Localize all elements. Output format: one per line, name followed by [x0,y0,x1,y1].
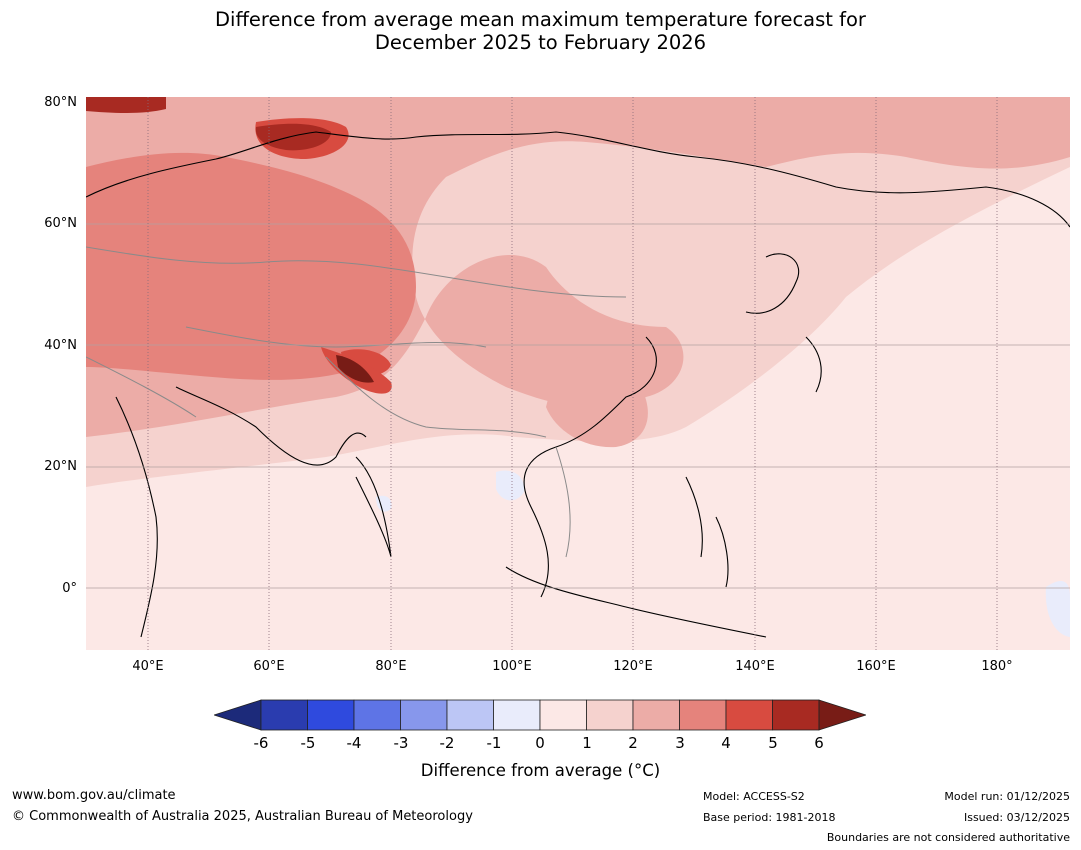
colorbar-segment [353,699,401,731]
anomaly-zone-5-6-north [255,123,331,151]
anomaly-zone-6-plus-tibet [336,355,374,383]
colorbar-segment [772,699,820,731]
colorbar-tick: 5 [768,734,778,752]
colorbar-tick: 1 [582,734,592,752]
lon-label-120e: 120°E [613,659,653,674]
title-line-2: December 2025 to February 2026 [374,31,707,54]
colorbar-tick: 4 [721,734,731,752]
footer-model: Model: ACCESS-S2 [703,790,805,803]
lon-label-40e: 40°E [132,659,164,674]
anomaly-zone-cool-pacific [1045,581,1070,637]
colorbar-segment [307,699,355,731]
lon-label-160e: 160°E [856,659,896,674]
anomaly-zone-cool-indochina [496,470,525,501]
longitude-lines [147,97,998,650]
colorbar-arrow-high [818,699,866,731]
lon-label-140e: 140°E [735,659,775,674]
footer-copyright: © Commonwealth of Australia 2025, Austra… [12,809,473,824]
country-borders [86,246,627,558]
colorbar [214,699,866,731]
colorbar-tick: -2 [439,734,455,752]
forecast-map [86,97,1070,650]
footer-url[interactable]: www.bom.gov.au/climate [12,788,176,803]
colorbar-tick: 2 [628,734,638,752]
colorbar-tick: 6 [814,734,824,752]
lon-label-100e: 100°E [492,659,532,674]
colorbar-tick: -5 [300,734,316,752]
colorbar-tick: -3 [393,734,409,752]
lat-label-80n: 80°N [44,95,77,110]
colorbar-segment [632,699,680,731]
footer-issued: Issued: 03/12/2025 [963,811,1070,824]
lon-label-80e: 80°E [375,659,407,674]
colorbar-segment [260,699,308,731]
lat-label-0: 0° [62,581,77,596]
colorbar-tick: -6 [253,734,269,752]
colorbar-segment [539,699,587,731]
footer-model-run: Model run: 01/12/2025 [944,790,1070,803]
colorbar-label: Difference from average (°C) [420,761,661,780]
lat-label-20n: 20°N [44,459,77,474]
lat-label-60n: 60°N [44,216,77,231]
colorbar-segment [725,699,773,731]
colorbar-tick: -4 [346,734,362,752]
colorbar-segment [586,699,634,731]
colorbar-segment [400,699,448,731]
coastlines [86,131,1070,638]
lon-label-60e: 60°E [253,659,285,674]
colorbar-arrow-low [214,699,262,731]
anomaly-zone-3-4 [86,152,416,380]
colorbar-tick: 0 [535,734,545,752]
anomaly-zone-east-china [546,356,648,448]
title-line-1: Difference from average mean maximum tem… [215,8,866,31]
colorbar-tick: 3 [675,734,685,752]
colorbar-segment [446,699,494,731]
map-canvas [86,97,1070,650]
map-title: Difference from average mean maximum tem… [0,8,1081,54]
anomaly-zone-cool-india [376,495,392,512]
colorbar-tick: -1 [486,734,502,752]
colorbar-segment [679,699,727,731]
lat-label-40n: 40°N [44,338,77,353]
lon-label-180: 180° [981,659,1013,674]
footer-disclaimer: Boundaries are not considered authoritat… [826,831,1070,844]
colorbar-segment [493,699,541,731]
latitude-lines [86,223,1070,589]
anomaly-zone-5-6-arctic [86,97,166,113]
footer-base-period: Base period: 1981-2018 [703,811,836,824]
